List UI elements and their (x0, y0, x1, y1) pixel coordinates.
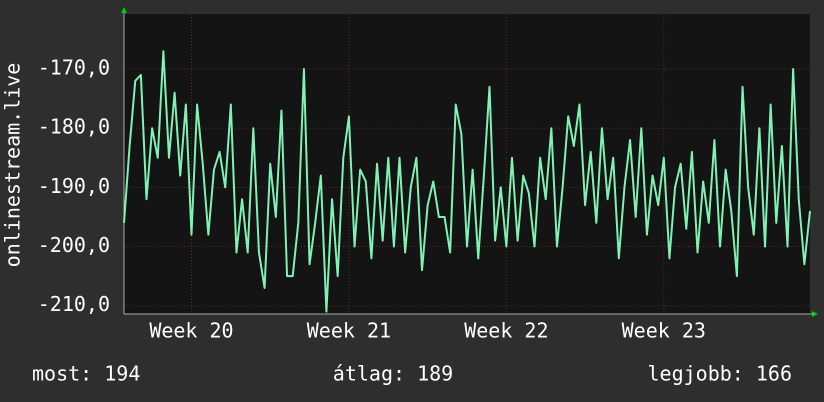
footer-current: most: 194 (32, 362, 140, 386)
grid (124, 14, 810, 314)
y-tick-label: -170,0 (38, 56, 110, 80)
y-axis-label: onlinestream.live (1, 63, 25, 268)
y-tick-label: -210,0 (38, 292, 110, 316)
x-arrow (812, 311, 818, 317)
y-arrow (121, 7, 127, 13)
x-tick-label: Week 20 (149, 319, 233, 343)
x-tick-label: Week 23 (622, 319, 706, 343)
y-tick-label: -200,0 (38, 233, 110, 257)
footer-best: legjobb: 166 (648, 362, 793, 386)
footer-average: átlag: 189 (333, 362, 453, 386)
series-line (123, 50, 811, 313)
x-tick-label: Week 21 (307, 319, 391, 343)
y-tick-label: -190,0 (38, 174, 110, 198)
y-tick-label: -180,0 (38, 115, 110, 139)
plot-area (124, 14, 810, 314)
x-tick-label: Week 22 (464, 319, 548, 343)
